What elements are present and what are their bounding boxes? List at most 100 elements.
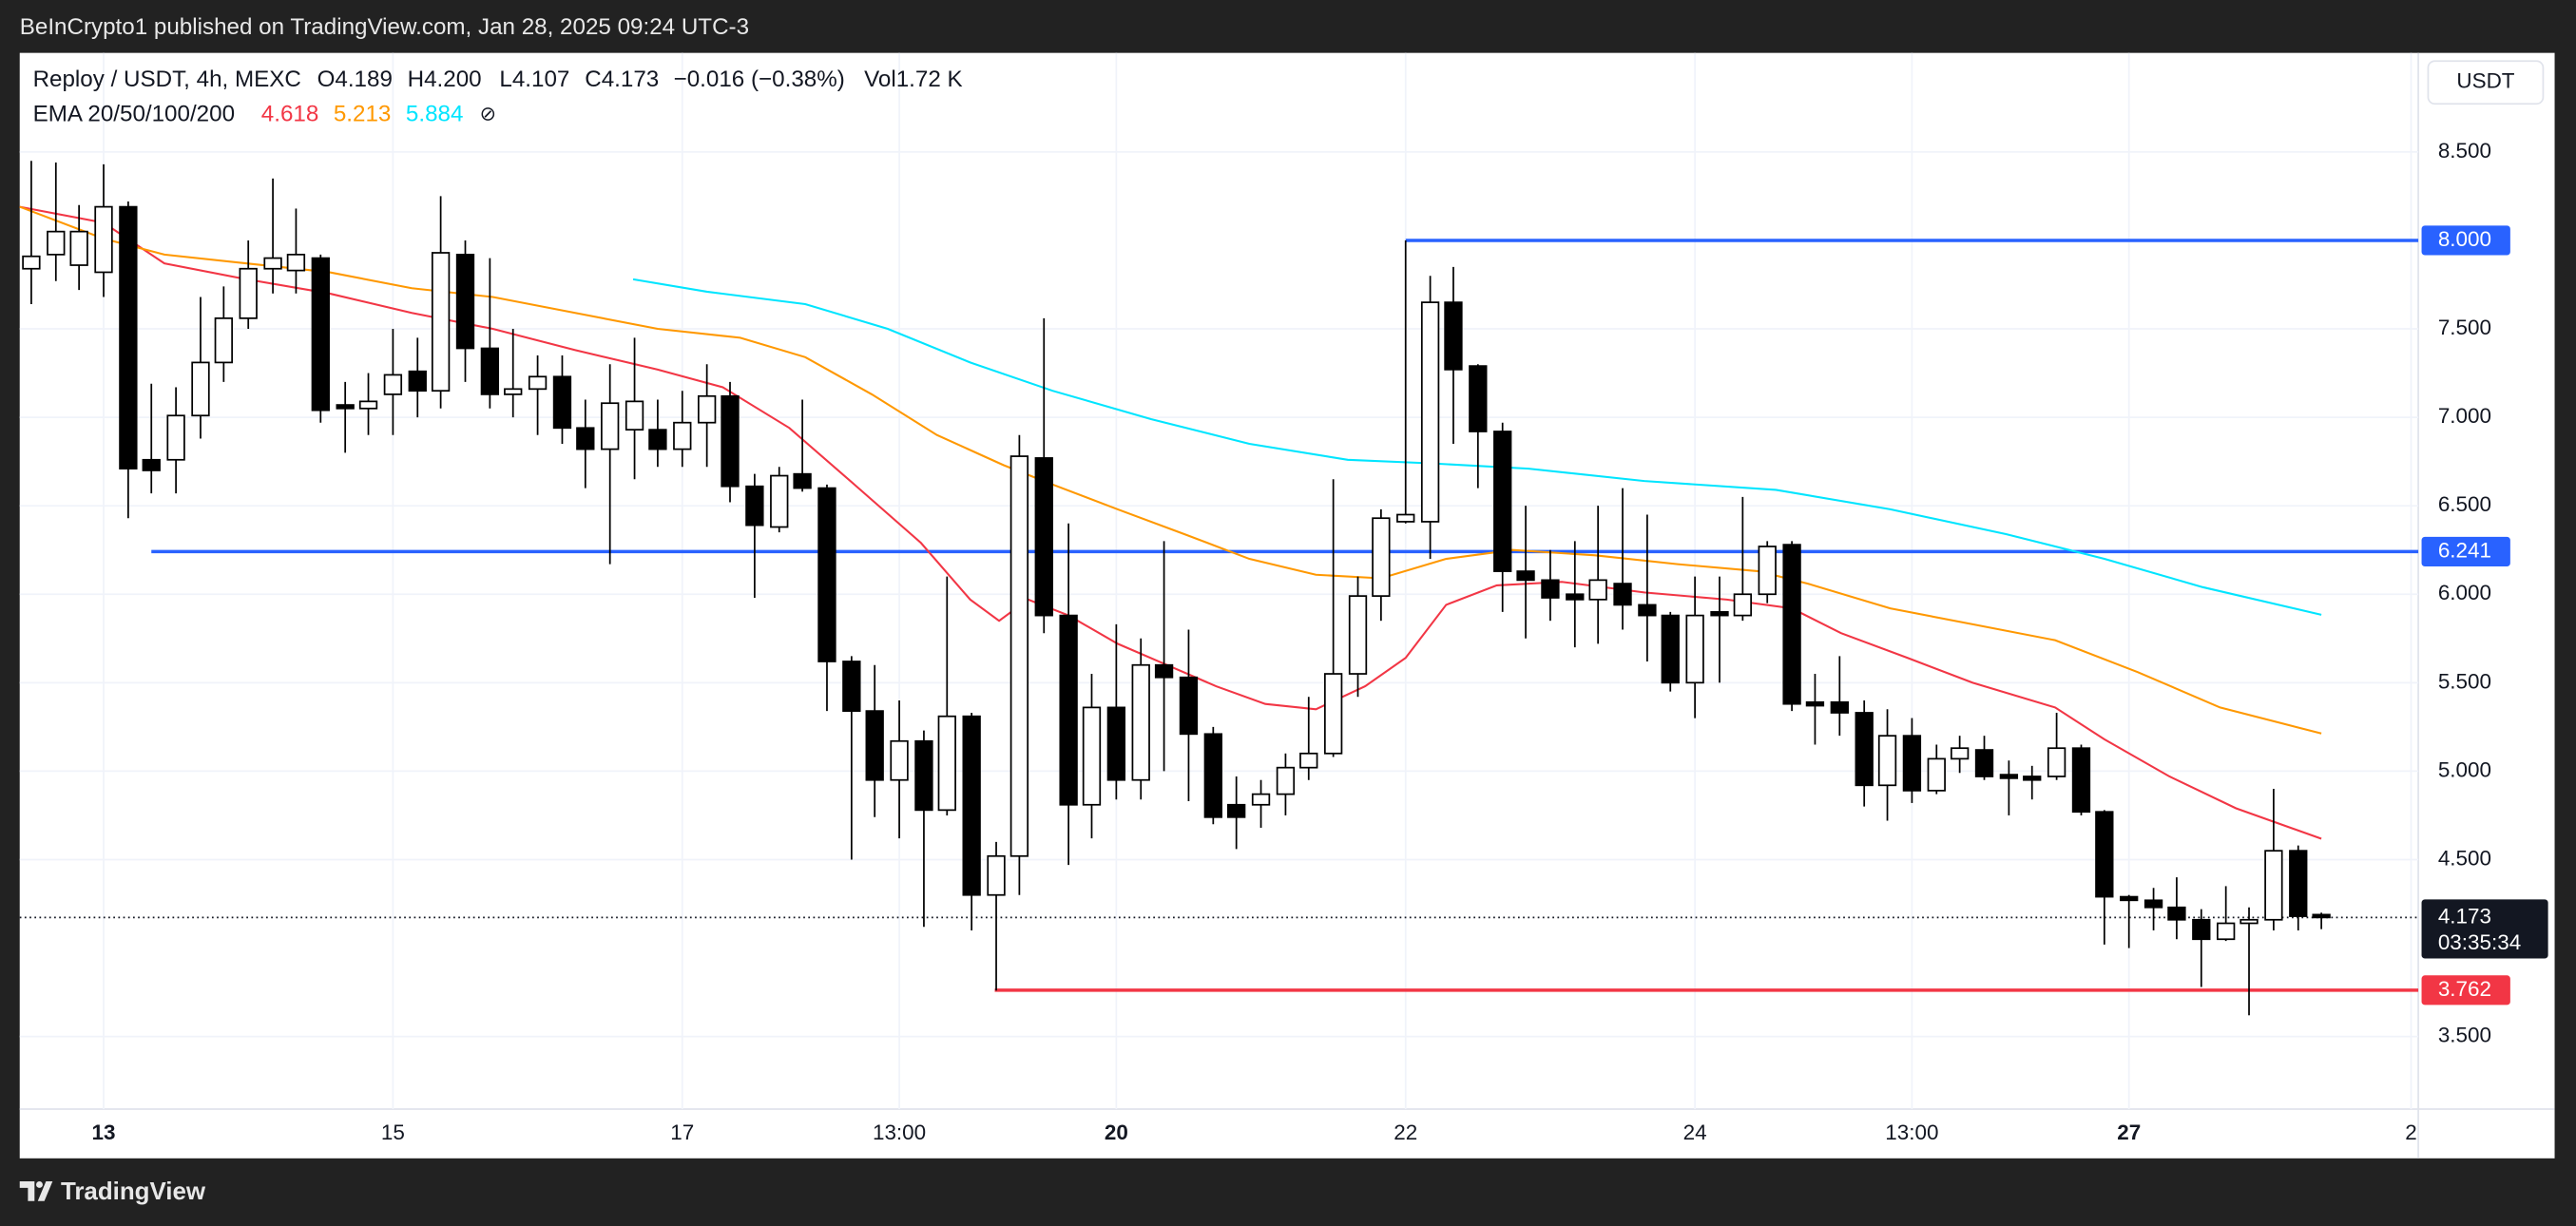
candle-body (2095, 811, 2114, 898)
level-price-label: 6.241 (2438, 538, 2491, 562)
candle-body (166, 414, 185, 461)
candle-body (914, 739, 933, 812)
candle-body (408, 370, 427, 393)
candle-body (2264, 850, 2283, 921)
y-tick-label: 3.500 (2438, 1024, 2491, 1047)
candle-body (1782, 544, 1801, 705)
candle-body (2217, 922, 2236, 941)
x-tick-label: 2 (2405, 1121, 2417, 1144)
candle-body (263, 257, 282, 270)
y-tick-label: 5.000 (2438, 757, 2491, 781)
candle-body (1420, 301, 1440, 523)
candle-body (2167, 906, 2186, 921)
candle-body (239, 267, 258, 319)
candle-body (1106, 706, 1126, 781)
candle-body (1251, 793, 1271, 806)
ohlc-low: L4.107 (499, 67, 569, 92)
ohlc-high: H4.200 (408, 67, 482, 92)
candle-body (721, 394, 740, 488)
ema-legend: EMA 20/50/100/200 4.618 5.213 5.884 ⊘ (33, 102, 496, 127)
symbol: Reploy / USDT, 4h, MEXC (33, 67, 301, 92)
candle-body (2023, 776, 2042, 781)
candle-body (1516, 570, 1535, 582)
y-tick-label: 8.500 (2438, 139, 2491, 163)
candle-body (1661, 614, 1680, 684)
last-price-tag (2421, 899, 2548, 959)
candle-body (431, 252, 451, 393)
candle-body (745, 485, 764, 527)
currency[interactable]: USDT (2456, 69, 2514, 93)
currency-button[interactable] (2427, 60, 2545, 105)
x-tick-label: 27 (2117, 1121, 2141, 1144)
candle-body (648, 429, 667, 450)
x-tick-label: 15 (381, 1121, 405, 1144)
ohlc-volume: Vol1.72 K (864, 67, 963, 92)
candle-body (2192, 918, 2211, 941)
candle-body (191, 361, 210, 417)
candle-body (625, 400, 644, 431)
ohlc-close: C4.173 (585, 67, 659, 92)
candle-body (552, 375, 572, 430)
x-tick-label: 17 (670, 1121, 694, 1144)
ema-label: EMA 20/50/100/200 (33, 102, 235, 127)
candle-body (1638, 603, 1657, 617)
candle-body (2240, 918, 2259, 925)
candle-body (1805, 700, 1825, 707)
last-price-label: 4.173 (2438, 904, 2491, 928)
candle-body (119, 205, 138, 469)
candle-body (22, 255, 41, 270)
candle-body (962, 715, 981, 896)
ema-line (632, 278, 2322, 616)
x-tick-label: 13 (92, 1121, 116, 1144)
candle-body (1059, 614, 1078, 806)
candle-body (1710, 611, 1729, 617)
candle-body (1902, 735, 1922, 792)
candle-body (358, 400, 378, 410)
candle-body (601, 402, 620, 450)
y-tick-label: 6.000 (2438, 581, 2491, 604)
candle-body (2071, 747, 2091, 814)
candle-body (987, 854, 1006, 896)
candle-body (1566, 593, 1585, 601)
candle-body (480, 347, 500, 395)
candle-body (1372, 517, 1391, 597)
candle-body (1444, 301, 1463, 371)
candle-body (1131, 663, 1150, 781)
candle-body (2289, 850, 2308, 917)
ema-value: 5.884 (406, 102, 464, 127)
candle-body (1685, 614, 1704, 684)
x-tick-label: 20 (1105, 1121, 1128, 1144)
level-price-tag (2421, 536, 2510, 566)
candle-body (1541, 579, 1560, 599)
ema-value: 4.618 (261, 102, 319, 127)
candle-body (1034, 457, 1053, 617)
y-tick-label: 4.500 (2438, 846, 2491, 870)
ema-line (19, 205, 2322, 735)
x-tick-label: 24 (1683, 1121, 1707, 1144)
candle-body (1154, 663, 1174, 679)
x-tick-label: 22 (1394, 1121, 1417, 1144)
header: BeInCrypto1 published on TradingView.com… (20, 14, 749, 40)
candle-body (336, 404, 355, 410)
candle-body (1203, 733, 1222, 818)
candle-body (1950, 747, 1970, 760)
candle-body (1469, 365, 1488, 432)
candle-body (455, 253, 475, 350)
candle-body (1613, 583, 1632, 606)
y-tick-label: 5.500 (2438, 669, 2491, 693)
candle-body (1493, 431, 1512, 572)
candle-body (528, 375, 548, 391)
candle-body (2047, 747, 2067, 777)
candle-body (673, 421, 692, 450)
countdown: 03:35:34 (2438, 930, 2521, 954)
level-price-tag (2421, 975, 2510, 1006)
footer: TradingView (61, 1178, 206, 1205)
candle-body (2143, 899, 2163, 909)
candle-body (504, 388, 523, 395)
candle-body (865, 710, 884, 781)
candle-body (1758, 546, 1777, 596)
candle-body (69, 230, 88, 266)
candle-body (1830, 700, 1849, 714)
